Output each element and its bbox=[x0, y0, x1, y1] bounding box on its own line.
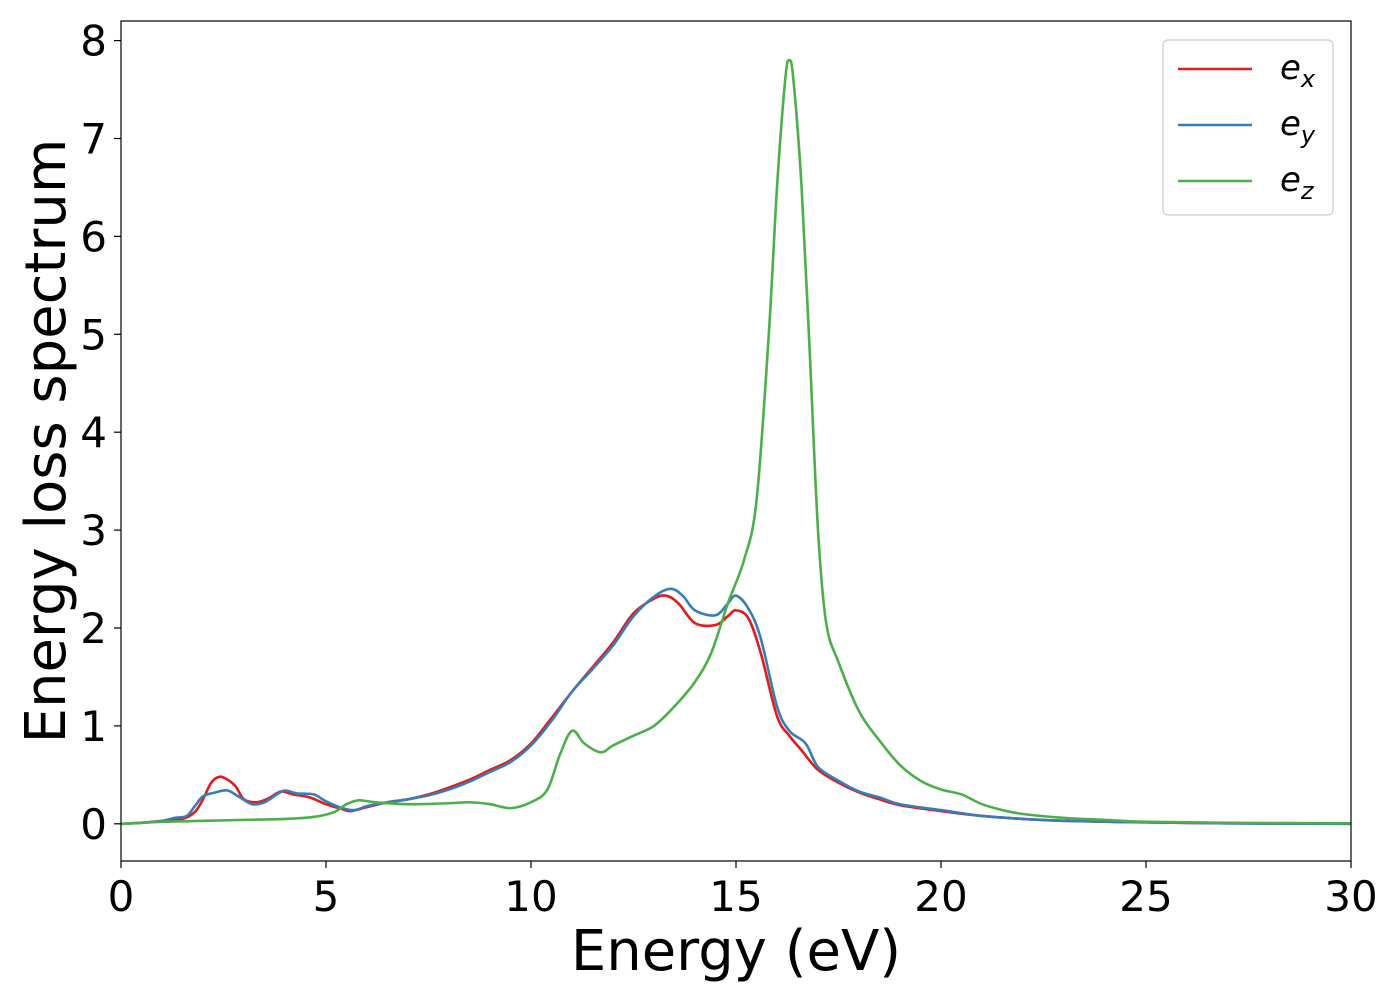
x-tick-label: 10 bbox=[504, 872, 557, 921]
series-layer bbox=[121, 58, 1351, 826]
legend-label-z: ez bbox=[1280, 160, 1315, 205]
y-tick-label: 6 bbox=[80, 212, 107, 261]
legend-label-x: ex bbox=[1280, 48, 1316, 93]
x-tick-label: 0 bbox=[108, 872, 135, 921]
series-line-z bbox=[121, 58, 1351, 826]
y-tick-label: 1 bbox=[80, 702, 107, 751]
x-tick-label: 25 bbox=[1119, 872, 1172, 921]
y-tick-label: 7 bbox=[80, 114, 107, 163]
y-tick-label: 8 bbox=[80, 17, 107, 66]
x-tick-label: 30 bbox=[1324, 872, 1377, 921]
legend-label-y: ey bbox=[1280, 104, 1316, 149]
x-axis-title: Energy (eV) bbox=[571, 919, 901, 984]
series-line-y bbox=[121, 587, 1351, 826]
x-tick-label: 20 bbox=[914, 872, 967, 921]
x-tick-label: 5 bbox=[313, 872, 340, 921]
x-axis-ticks: 0 5 10 15 20 25 30 bbox=[108, 861, 1378, 921]
y-tick-label: 3 bbox=[80, 506, 107, 555]
y-tick-label: 5 bbox=[80, 310, 107, 359]
y-axis-title: Energy loss spectrum bbox=[14, 139, 79, 744]
x-tick-label: 15 bbox=[709, 872, 762, 921]
legend-box bbox=[1162, 39, 1334, 216]
y-tick-label: 0 bbox=[80, 800, 107, 849]
y-axis-ticks: 0 1 2 3 4 5 6 7 8 bbox=[80, 17, 121, 849]
y-tick-label: 4 bbox=[80, 408, 107, 457]
series-line-x bbox=[121, 594, 1351, 826]
y-tick-label: 2 bbox=[80, 604, 107, 653]
legend: ex ey ez bbox=[1162, 39, 1334, 216]
